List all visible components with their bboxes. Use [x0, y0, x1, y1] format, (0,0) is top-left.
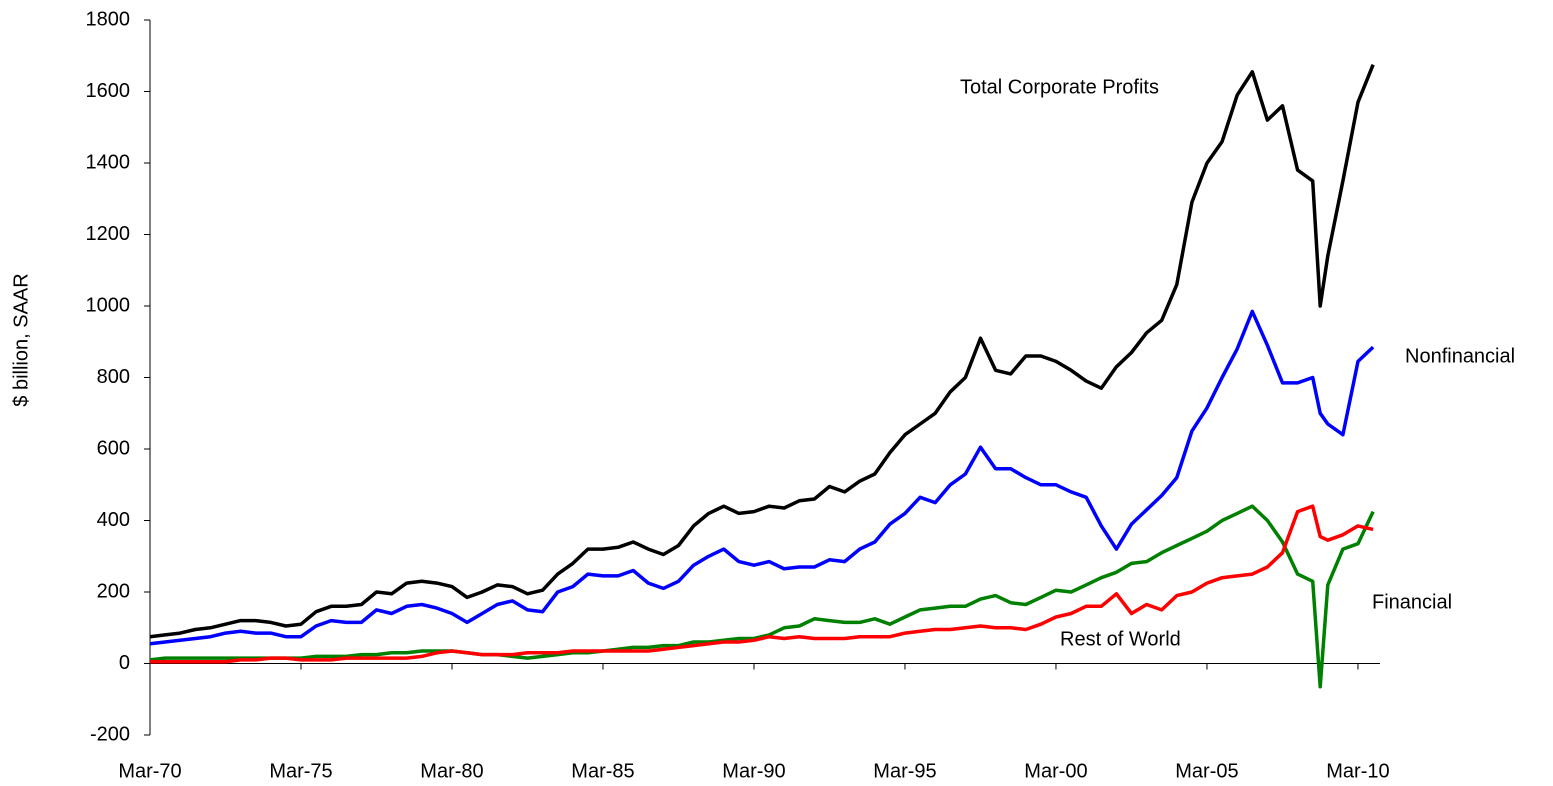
- x-tick-label: Mar-85: [571, 760, 634, 782]
- x-tick-label: Mar-00: [1024, 760, 1087, 782]
- y-tick-label: 1000: [86, 294, 131, 316]
- y-tick-label: 1400: [86, 151, 131, 173]
- series-line: [149, 309, 1375, 646]
- series-line: [150, 504, 1374, 664]
- y-tick-label: 1200: [86, 223, 131, 245]
- x-tick-label: Mar-10: [1326, 760, 1389, 782]
- annotation: Total Corporate Profits: [960, 76, 1159, 98]
- series-line: [149, 64, 1375, 639]
- y-tick-label: 600: [97, 437, 130, 459]
- x-tick-label: Mar-80: [420, 760, 483, 782]
- x-tick-label: Mar-75: [269, 760, 332, 782]
- y-tick-label: 1600: [86, 80, 131, 102]
- series-line: [149, 504, 1375, 689]
- y-tick-label: 1800: [86, 8, 131, 30]
- y-tick-label: 0: [119, 652, 130, 674]
- x-tick-label: Mar-05: [1175, 760, 1238, 782]
- y-tick-label: 400: [97, 509, 130, 531]
- x-tick-label: Mar-95: [873, 760, 936, 782]
- y-tick-label: 200: [97, 580, 130, 602]
- y-axis-label: $ billion, SAAR: [10, 273, 32, 406]
- y-tick-label: -200: [90, 723, 130, 745]
- y-tick-label: 800: [97, 366, 130, 388]
- annotation: Financial: [1372, 591, 1452, 613]
- annotation: Nonfinancial: [1405, 345, 1515, 367]
- annotation: Rest of World: [1060, 628, 1181, 650]
- x-tick-label: Mar-90: [722, 760, 785, 782]
- x-tick-label: Mar-70: [118, 760, 181, 782]
